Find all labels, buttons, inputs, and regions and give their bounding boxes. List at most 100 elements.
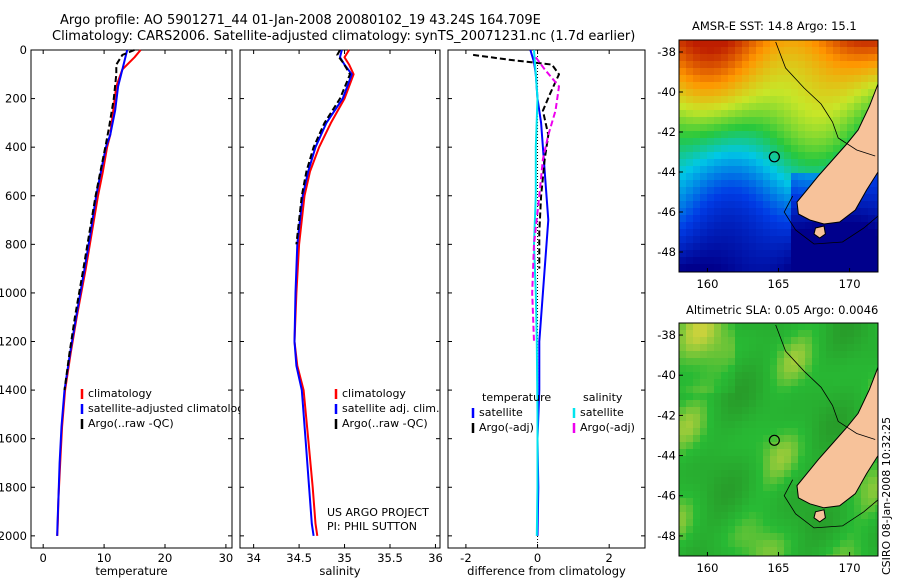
field-cell: [714, 421, 722, 429]
field-cell: [749, 82, 757, 90]
field-cell: [742, 152, 750, 160]
field-cell: [791, 40, 799, 48]
field-cell: [819, 393, 827, 401]
field-cell: [805, 264, 813, 272]
field-cell: [749, 372, 757, 380]
field-cell: [798, 519, 806, 527]
field-cell: [749, 463, 757, 471]
field-cell: [861, 208, 869, 216]
field-cell: [777, 435, 785, 443]
field-cell: [728, 201, 736, 209]
field-cell: [819, 61, 827, 69]
field-cell: [700, 484, 708, 492]
field-cell: [875, 47, 878, 55]
field-cell: [700, 491, 708, 499]
field-cell: [742, 110, 750, 118]
field-cell: [777, 428, 785, 436]
field-cell: [784, 344, 792, 352]
field-cell: [777, 421, 785, 429]
field-cell: [784, 264, 792, 272]
field-cell: [833, 526, 841, 534]
legend-label: Argo(-adj): [580, 421, 635, 434]
field-cell: [770, 110, 778, 118]
field-cell: [868, 323, 876, 331]
field-cell: [700, 250, 708, 258]
field-cell: [784, 484, 792, 492]
field-cell: [770, 456, 778, 464]
field-cell: [777, 173, 785, 181]
field-cell: [784, 365, 792, 373]
field-cell: [749, 470, 757, 478]
field-cell: [679, 526, 687, 534]
field-cell: [686, 173, 694, 181]
field-cell: [777, 400, 785, 408]
field-cell: [714, 554, 722, 556]
field-cell: [763, 194, 771, 202]
field-cell: [742, 414, 750, 422]
field-cell: [700, 351, 708, 359]
field-cell: [756, 554, 764, 556]
field-cell: [763, 166, 771, 174]
field-cell: [784, 152, 792, 160]
field-cell: [805, 547, 813, 555]
field-cell: [721, 103, 729, 111]
field-cell: [721, 229, 729, 237]
field-cell: [791, 526, 799, 534]
field-cell: [840, 540, 848, 548]
field-cell: [868, 498, 876, 506]
field-cell: [847, 407, 855, 415]
field-cell: [805, 400, 813, 408]
field-cell: [707, 54, 715, 62]
field-cell: [833, 222, 841, 230]
field-cell: [721, 166, 729, 174]
landmass-south-island: [796, 83, 878, 225]
field-cell: [679, 222, 687, 230]
field-cell: [721, 351, 729, 359]
field-cell: [749, 68, 757, 76]
field-cell: [770, 498, 778, 506]
field-cell: [868, 257, 876, 265]
field-cell: [763, 187, 771, 195]
field-cell: [686, 372, 694, 380]
field-cell: [686, 498, 694, 506]
field-cell: [805, 344, 813, 352]
field-cell: [686, 540, 694, 548]
field-cell: [756, 393, 764, 401]
field-cell: [784, 75, 792, 83]
x-tick-label: 30: [219, 551, 234, 565]
field-cell: [819, 96, 827, 104]
field-cell: [714, 372, 722, 380]
field-cell: [763, 540, 771, 548]
field-cell: [868, 236, 876, 244]
field-cell: [756, 386, 764, 394]
field-cell: [819, 166, 827, 174]
y-tick-label: 200: [5, 92, 27, 106]
field-cell: [714, 365, 722, 373]
field-cell: [770, 428, 778, 436]
field-cell: [777, 96, 785, 104]
field-cell: [854, 47, 862, 55]
field-cell: [763, 145, 771, 153]
field-cell: [840, 40, 848, 48]
field-cell: [777, 264, 785, 272]
field-cell: [798, 68, 806, 76]
field-cell: [742, 477, 750, 485]
field-cell: [840, 330, 848, 338]
field-cell: [700, 75, 708, 83]
field-cell: [749, 421, 757, 429]
field-cell: [833, 344, 841, 352]
field-cell: [735, 351, 743, 359]
field-cell: [854, 498, 862, 506]
field-cell: [749, 351, 757, 359]
field-cell: [763, 358, 771, 366]
field-cell: [686, 180, 694, 188]
field-cell: [679, 75, 687, 83]
field-cell: [854, 379, 862, 387]
field-cell: [735, 344, 743, 352]
field-cell: [700, 393, 708, 401]
field-cell: [721, 257, 729, 265]
field-cell: [784, 194, 792, 202]
field-cell: [679, 540, 687, 548]
field-cell: [826, 442, 834, 450]
field-cell: [749, 187, 757, 195]
